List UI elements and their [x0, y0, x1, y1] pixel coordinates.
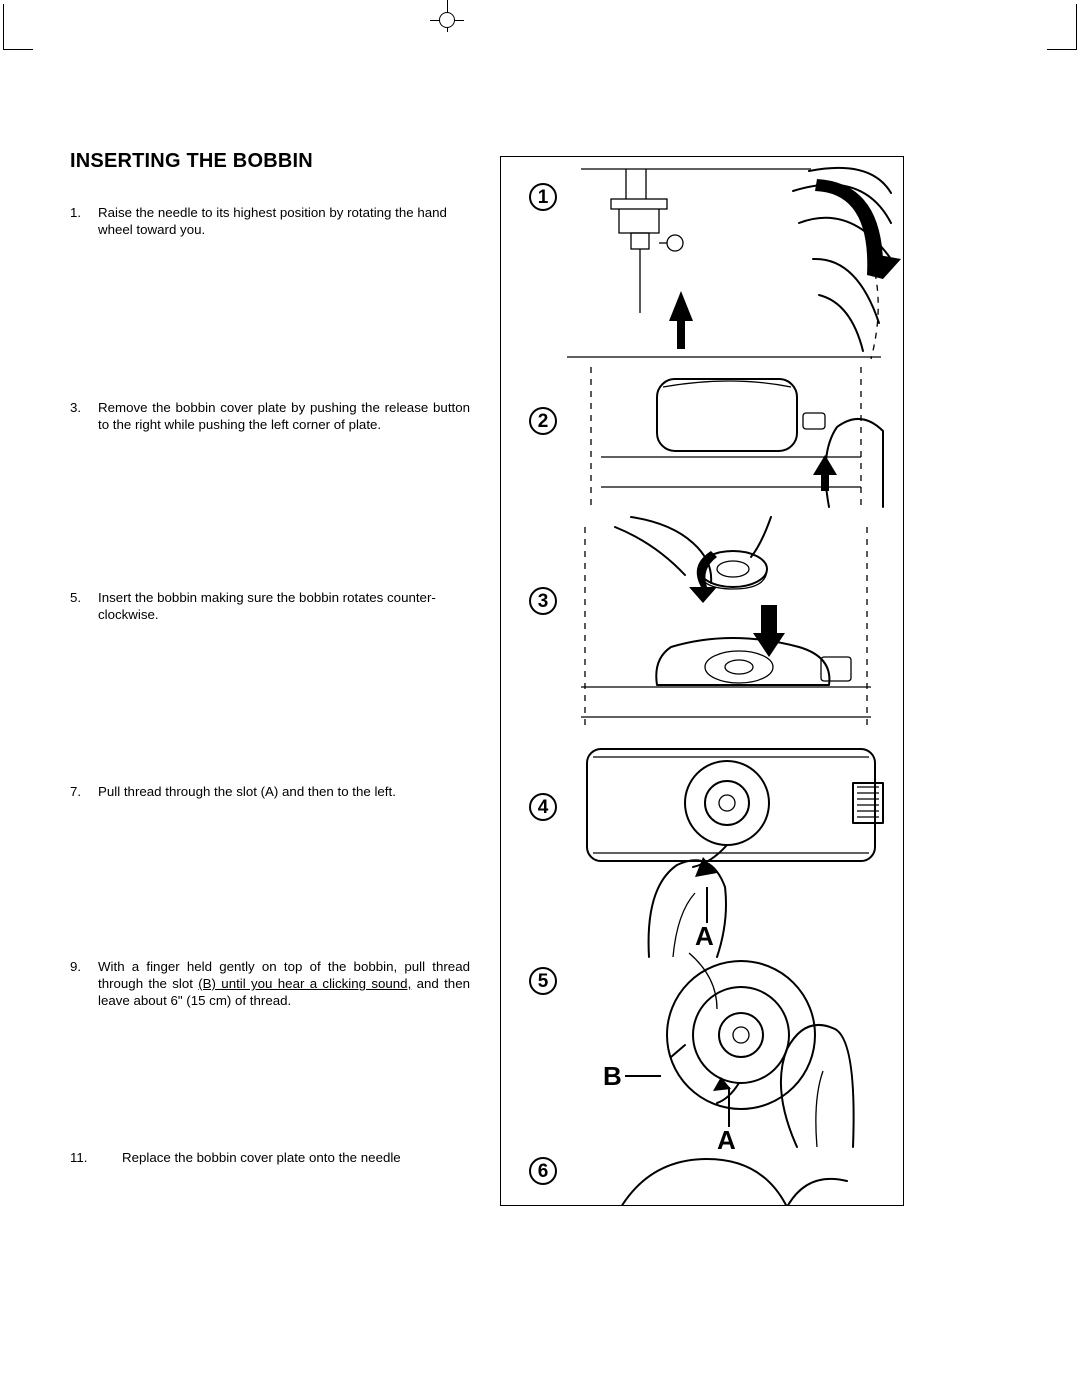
- step-text: Remove the bobbin cover plate by pushing…: [98, 399, 470, 433]
- step-11: 11.Replace the bobbin cover plate onto t…: [70, 1149, 480, 1166]
- figure-5: 5 B A: [501, 949, 904, 1159]
- step-number: 1.: [70, 204, 98, 221]
- figure-badge: 2: [529, 407, 557, 435]
- figure-3: 3: [501, 517, 904, 737]
- step-text: With a finger held gently on top of the …: [98, 958, 470, 1009]
- crop-marks: [0, 0, 1080, 60]
- content: INSERTING THE BOBBIN 1.Raise the needle …: [70, 150, 1010, 1370]
- figure-art: [621, 949, 881, 1149]
- figure-4: 4 A: [501, 737, 904, 957]
- step-number: 5.: [70, 589, 98, 606]
- figure-art: [561, 737, 891, 957]
- page-title: INSERTING THE BOBBIN: [70, 150, 480, 173]
- figure-art: [561, 357, 891, 517]
- step-5: 5.Insert the bobbin making sure the bobb…: [70, 589, 480, 623]
- step-9: 9.With a finger held gently on top of th…: [70, 958, 480, 1009]
- figure-column: 1: [500, 156, 904, 1206]
- annotation-b: B: [603, 1061, 622, 1092]
- step-7: 7.Pull thread through the slot (A) and t…: [70, 783, 480, 800]
- step-number: 11.: [70, 1149, 122, 1166]
- figure-1: 1: [501, 157, 904, 357]
- step-number: 7.: [70, 783, 98, 800]
- figure-2: 2: [501, 357, 904, 517]
- step-text: Raise the needle to its highest position…: [98, 204, 470, 238]
- figure-badge: 1: [529, 183, 557, 211]
- figure-badge: 4: [529, 793, 557, 821]
- figure-badge: 6: [529, 1157, 557, 1185]
- step-text: Insert the bobbin making sure the bobbin…: [98, 589, 470, 623]
- text-column: INSERTING THE BOBBIN 1.Raise the needle …: [70, 150, 480, 173]
- step-1: 1.Raise the needle to its highest positi…: [70, 204, 480, 238]
- figure-art: [561, 517, 891, 737]
- step-3: 3.Remove the bobbin cover plate by pushi…: [70, 399, 480, 433]
- step-number: 9.: [70, 958, 98, 975]
- figure-badge: 5: [529, 967, 557, 995]
- step-number: 3.: [70, 399, 98, 416]
- figure-badge: 3: [529, 587, 557, 615]
- figure-6: 6: [501, 1149, 904, 1206]
- figure-art: [591, 1149, 881, 1206]
- step-text: Replace the bobbin cover plate onto the …: [122, 1149, 470, 1166]
- figure-art: [571, 163, 891, 363]
- step-text: Pull thread through the slot (A) and the…: [98, 783, 470, 800]
- page: INSERTING THE BOBBIN 1.Raise the needle …: [0, 0, 1080, 1397]
